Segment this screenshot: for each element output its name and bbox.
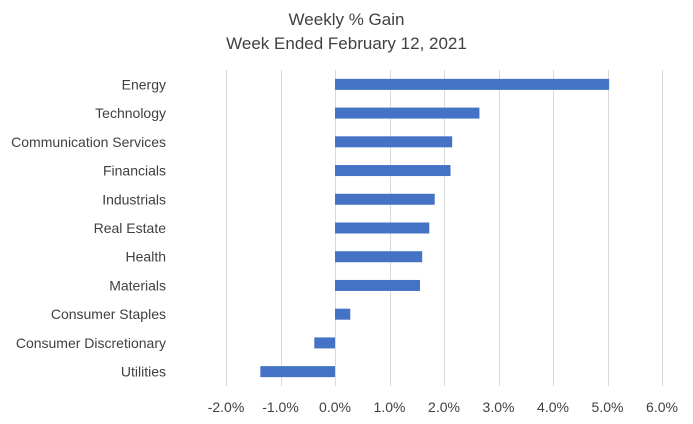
bar	[335, 251, 423, 263]
category-label: Industrials	[102, 191, 166, 207]
category-label: Technology	[95, 105, 166, 121]
x-tick-label: 3.0%	[483, 399, 515, 415]
bar	[335, 308, 351, 320]
bar	[335, 107, 480, 119]
bar	[314, 337, 335, 349]
x-tick-label: 6.0%	[646, 399, 678, 415]
category-label: Health	[126, 249, 166, 265]
category-label: Energy	[122, 76, 166, 92]
gridlines	[226, 70, 663, 386]
category-label: Consumer Staples	[51, 306, 166, 322]
bar	[335, 136, 453, 148]
bar	[260, 366, 335, 378]
bar	[335, 279, 421, 291]
category-label: Materials	[109, 277, 166, 293]
category-label: Consumer Discretionary	[16, 335, 166, 351]
x-tick-label: 0.0%	[319, 399, 351, 415]
chart-subtitle: Week Ended February 12, 2021	[226, 34, 467, 53]
bar	[335, 193, 435, 205]
bar	[335, 222, 430, 234]
chart-title: Weekly % Gain	[288, 10, 405, 29]
category-label: Communication Services	[11, 134, 166, 150]
bars	[260, 78, 610, 378]
category-label: Financials	[103, 163, 166, 179]
category-label: Utilities	[121, 364, 166, 380]
x-tick-label: 1.0%	[374, 399, 406, 415]
x-tick-labels: -2.0% -1.0% 0.0% 1.0% 2.0% 3.0% 4.0% 5.0% 6.0%	[208, 399, 678, 415]
x-tick-label: 2.0%	[428, 399, 460, 415]
x-tick-label: -2.0%	[208, 399, 245, 415]
category-labels: Energy Technology Communication Services Fi…	[11, 76, 166, 379]
category-label: Real Estate	[94, 220, 167, 236]
bar	[335, 165, 451, 177]
x-tick-label: 4.0%	[537, 399, 569, 415]
bar	[335, 78, 610, 90]
x-tick-label: 5.0%	[592, 399, 624, 415]
x-tick-label: -1.0%	[262, 399, 299, 415]
